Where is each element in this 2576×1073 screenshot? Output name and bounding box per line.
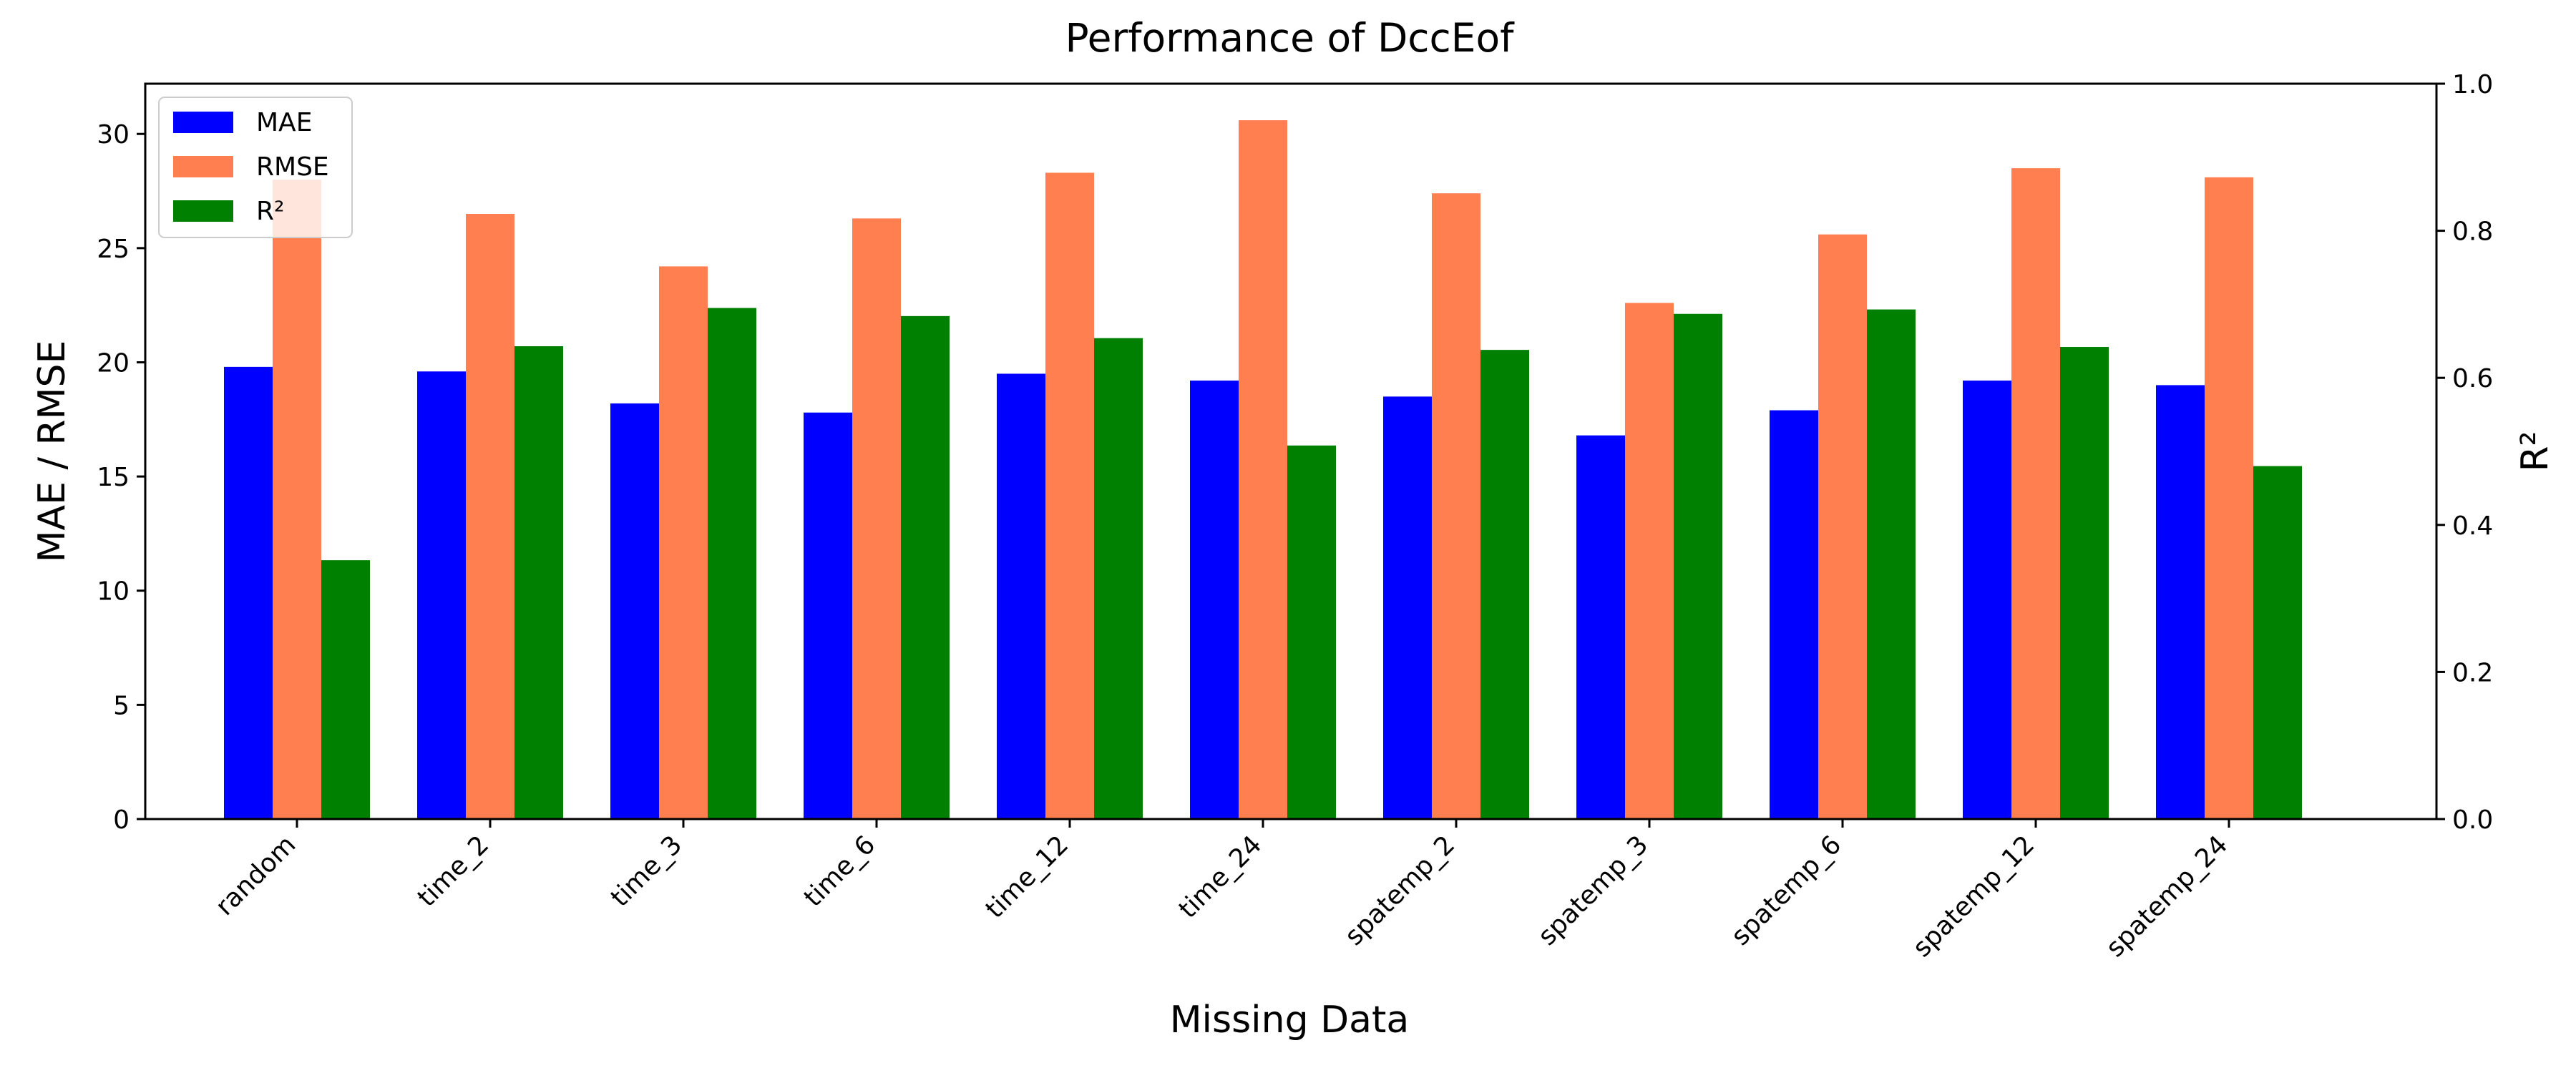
bar-mae-spatemp-12	[1963, 381, 2011, 819]
bar-rmse-time-2	[466, 213, 514, 819]
bar-rmse-spatemp-24	[2205, 177, 2253, 819]
bar-rmse-time-12	[1045, 172, 1094, 819]
bar-r-time-3	[708, 308, 756, 819]
bar-rmse-spatemp-6	[1818, 234, 1867, 819]
y-tick-label-left: 15	[97, 463, 130, 492]
bar-rmse-spatemp-3	[1625, 303, 1674, 819]
y-tick-label-right: 0.4	[2452, 511, 2493, 541]
y-axis-right: 0.0 0.2 0.4 0.6 0.8 1.0	[2436, 70, 2493, 835]
bar-r-spatemp-12	[2060, 347, 2109, 819]
y-axis-left: 0 5 10 15 20 25 30	[97, 120, 145, 835]
bar-rmse-spatemp-2	[1432, 193, 1480, 819]
y-tick-label-left: 30	[97, 120, 130, 150]
bar-mae-spatemp-3	[1576, 435, 1625, 819]
legend-label-mae: MAE	[256, 108, 312, 137]
bar-r-spatemp-6	[1867, 309, 1916, 819]
y-tick-label-right: 0.0	[2452, 805, 2493, 835]
chart-title: Performance of DccEof	[1065, 15, 1515, 61]
bar-r-time-24	[1287, 445, 1336, 819]
bar-r-time-6	[901, 315, 950, 819]
bar-r-time-12	[1094, 338, 1143, 819]
x-axis-title: Missing Data	[1170, 999, 1410, 1042]
bar-rmse-time-6	[852, 218, 901, 820]
bar-mae-time-12	[997, 373, 1045, 819]
bar-r-spatemp-2	[1480, 350, 1529, 819]
bar-mae-spatemp-2	[1383, 396, 1432, 819]
legend: MAE RMSE R²	[158, 97, 353, 238]
bar-r-spatemp-3	[1674, 313, 1722, 819]
legend-swatch-rmse	[173, 156, 233, 177]
bar-mae-random	[224, 366, 273, 819]
bar-r-spatemp-24	[2253, 466, 2302, 819]
bar-mae-time-24	[1190, 381, 1239, 819]
legend-label-rmse: RMSE	[256, 152, 329, 182]
y-tick-label-right: 0.8	[2452, 217, 2493, 247]
y-tick-label-right: 0.2	[2452, 658, 2493, 687]
bar-rmse-time-24	[1239, 120, 1287, 819]
bar-rmse-random	[273, 180, 321, 819]
y-tick-label-left: 25	[97, 235, 130, 264]
bar-mae-time-6	[804, 412, 852, 819]
bar-mae-spatemp-6	[1770, 410, 1818, 819]
bar-rmse-spatemp-12	[2011, 168, 2060, 820]
y-tick-label-right: 0.6	[2452, 364, 2493, 393]
legend-swatch-mae	[173, 112, 233, 133]
y-tick-label-right: 1.0	[2452, 70, 2493, 99]
y-axis-right-title: R²	[2514, 431, 2557, 472]
plot-frame	[144, 82, 2438, 820]
bar-mae-spatemp-24	[2156, 385, 2205, 819]
bars-group	[224, 120, 2302, 820]
legend-swatch-r	[173, 200, 233, 222]
y-tick-label-left: 0	[113, 805, 130, 835]
bar-rmse-time-3	[659, 266, 708, 820]
y-tick-label-left: 5	[113, 691, 130, 720]
bar-mae-time-3	[610, 403, 659, 819]
y-tick-label-left: 20	[97, 348, 130, 378]
y-axis-left-title: MAE / RMSE	[31, 340, 74, 563]
bar-r-time-2	[514, 346, 563, 820]
y-tick-label-left: 10	[97, 577, 130, 607]
bar-r-random	[321, 560, 370, 819]
legend-label-r: R²	[256, 197, 284, 226]
bar-mae-time-2	[417, 371, 466, 819]
